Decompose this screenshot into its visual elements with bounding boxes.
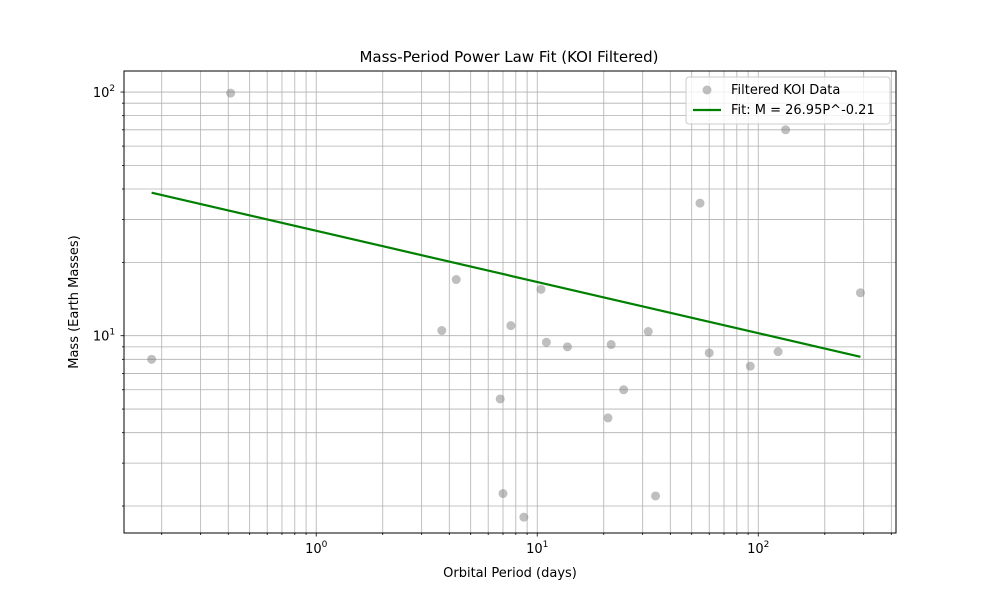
plot-area	[147, 88, 865, 522]
scatter-point	[536, 284, 546, 294]
scatter-point	[437, 326, 447, 336]
scatter-point	[498, 489, 508, 499]
x-tick-label: 101	[526, 540, 548, 557]
legend-scatter-marker	[702, 85, 712, 95]
axis-ticks: 100 101 102 101 102	[93, 84, 892, 557]
y-tick-label: 102	[93, 84, 115, 101]
scatter-point	[495, 394, 505, 404]
scatter-point	[695, 198, 705, 208]
chart-title: Mass-Period Power Law Fit (KOI Filtered)	[359, 48, 658, 66]
scatter-point	[506, 321, 516, 331]
scatter-point	[781, 125, 791, 135]
legend: Filtered KOI Data Fit: M = 26.95P^-0.21	[685, 76, 891, 125]
y-tick-label: 101	[93, 328, 115, 345]
scatter-point	[606, 340, 616, 350]
scatter-point	[773, 347, 783, 357]
scatter-point	[519, 512, 529, 522]
legend-label-data: Filtered KOI Data	[731, 83, 840, 98]
scatter-point	[855, 288, 865, 298]
scatter-point	[541, 337, 551, 347]
x-tick-label: 100	[305, 540, 328, 557]
scatter-point	[603, 413, 613, 423]
legend-box	[685, 76, 891, 125]
legend-label-fit: Fit: M = 26.95P^-0.21	[731, 103, 875, 118]
scatter-point	[147, 354, 157, 364]
x-axis-label: Orbital Period (days)	[443, 566, 577, 581]
y-axis-label: Mass (Earth Masses)	[67, 235, 82, 369]
scatter-point	[619, 385, 629, 395]
plot-frame	[123, 70, 897, 534]
scatter-point	[562, 342, 572, 352]
scatter-point	[451, 275, 461, 285]
scatter-point	[745, 361, 755, 371]
x-tick-label: 102	[747, 540, 769, 557]
scatter-point	[643, 327, 653, 337]
scatter-point	[651, 491, 661, 501]
scatter-point	[704, 348, 714, 358]
scatter-point	[226, 88, 236, 98]
fit-line	[151, 191, 861, 358]
grid-lines	[124, 71, 896, 533]
